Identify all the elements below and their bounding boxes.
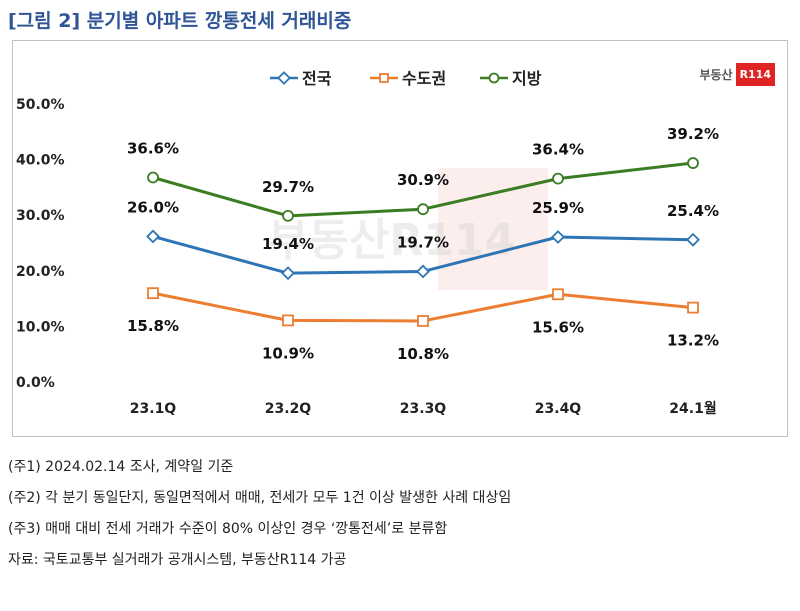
data-label: 36.6% [127, 140, 179, 158]
data-point [417, 203, 429, 216]
logo-badge: R114 [735, 63, 775, 86]
data-point [686, 232, 700, 247]
data-point [282, 314, 294, 327]
data-point [147, 287, 159, 300]
y-tick-label: 40.0% [16, 153, 65, 169]
data-label: 25.9% [532, 199, 584, 217]
data-point [687, 301, 699, 314]
r114-logo: 부동산 R114 [699, 63, 775, 86]
data-label: 13.2% [667, 332, 719, 350]
x-tick-label: 23.2Q [265, 401, 312, 417]
legend-marker [277, 71, 291, 85]
data-label: 10.8% [397, 345, 449, 363]
data-label: 19.4% [262, 235, 314, 253]
data-point [551, 230, 565, 244]
footnote-2: (주2) 각 분기 동일단지, 동일면적에서 매매, 전세가 모두 1건 이상 … [8, 490, 512, 506]
y-tick-label: 30.0% [16, 208, 65, 224]
data-point [282, 209, 294, 222]
figure-title: [그림 2] 분기별 아파트 깡통전세 거래비중 [8, 10, 352, 32]
data-point [281, 266, 295, 281]
y-tick-label: 0.0% [16, 375, 55, 391]
data-point [146, 229, 160, 244]
legend-marker [379, 73, 389, 83]
data-label: 19.7% [397, 233, 449, 251]
source-note: 자료: 국토교통부 실거래가 공개시스템, 부동산R114 가공 [8, 552, 347, 568]
data-point [416, 264, 430, 279]
data-label: 30.9% [397, 171, 449, 189]
data-point [417, 315, 429, 327]
legend-label: 지방 [512, 69, 542, 88]
legend-label: 수도권 [402, 69, 446, 88]
data-label: 36.4% [532, 141, 584, 159]
y-tick-label: 20.0% [16, 264, 65, 280]
data-label: 29.7% [262, 178, 314, 196]
data-label: 15.6% [532, 318, 584, 336]
footnote-3: (주3) 매매 대비 전세 거래가 수준이 80% 이상인 경우 ‘깡통전세’로… [8, 521, 448, 537]
data-label: 25.4% [667, 202, 719, 220]
data-point [687, 157, 699, 169]
data-point [552, 288, 564, 301]
y-tick-label: 10.0% [16, 319, 65, 335]
legend-marker [488, 72, 500, 84]
data-label: 10.9% [262, 344, 314, 362]
data-label: 39.2% [667, 125, 719, 143]
data-label: 26.0% [127, 198, 179, 216]
x-tick-label: 23.4Q [535, 401, 582, 417]
footnotes: (주1) 2024.02.14 조사, 계약일 기준 (주2) 각 분기 동일단… [8, 452, 511, 576]
x-tick-label: 24.1월 [669, 400, 716, 417]
footnote-1: (주1) 2024.02.14 조사, 계약일 기준 [8, 459, 234, 475]
y-tick-label: 50.0% [16, 97, 65, 113]
data-point [552, 172, 564, 185]
x-tick-label: 23.3Q [400, 401, 447, 417]
data-point [147, 171, 159, 184]
legend-label: 전국 [302, 69, 332, 88]
logo-text: 부동산 [699, 68, 733, 82]
data-label: 15.8% [127, 317, 179, 335]
line-chart: 0.0% 10.0% 20.0% 30.0% 40.0% 50.0% 23.1Q 23.2Q 2… [16, 69, 719, 417]
x-tick-label: 23.1Q [130, 401, 177, 417]
